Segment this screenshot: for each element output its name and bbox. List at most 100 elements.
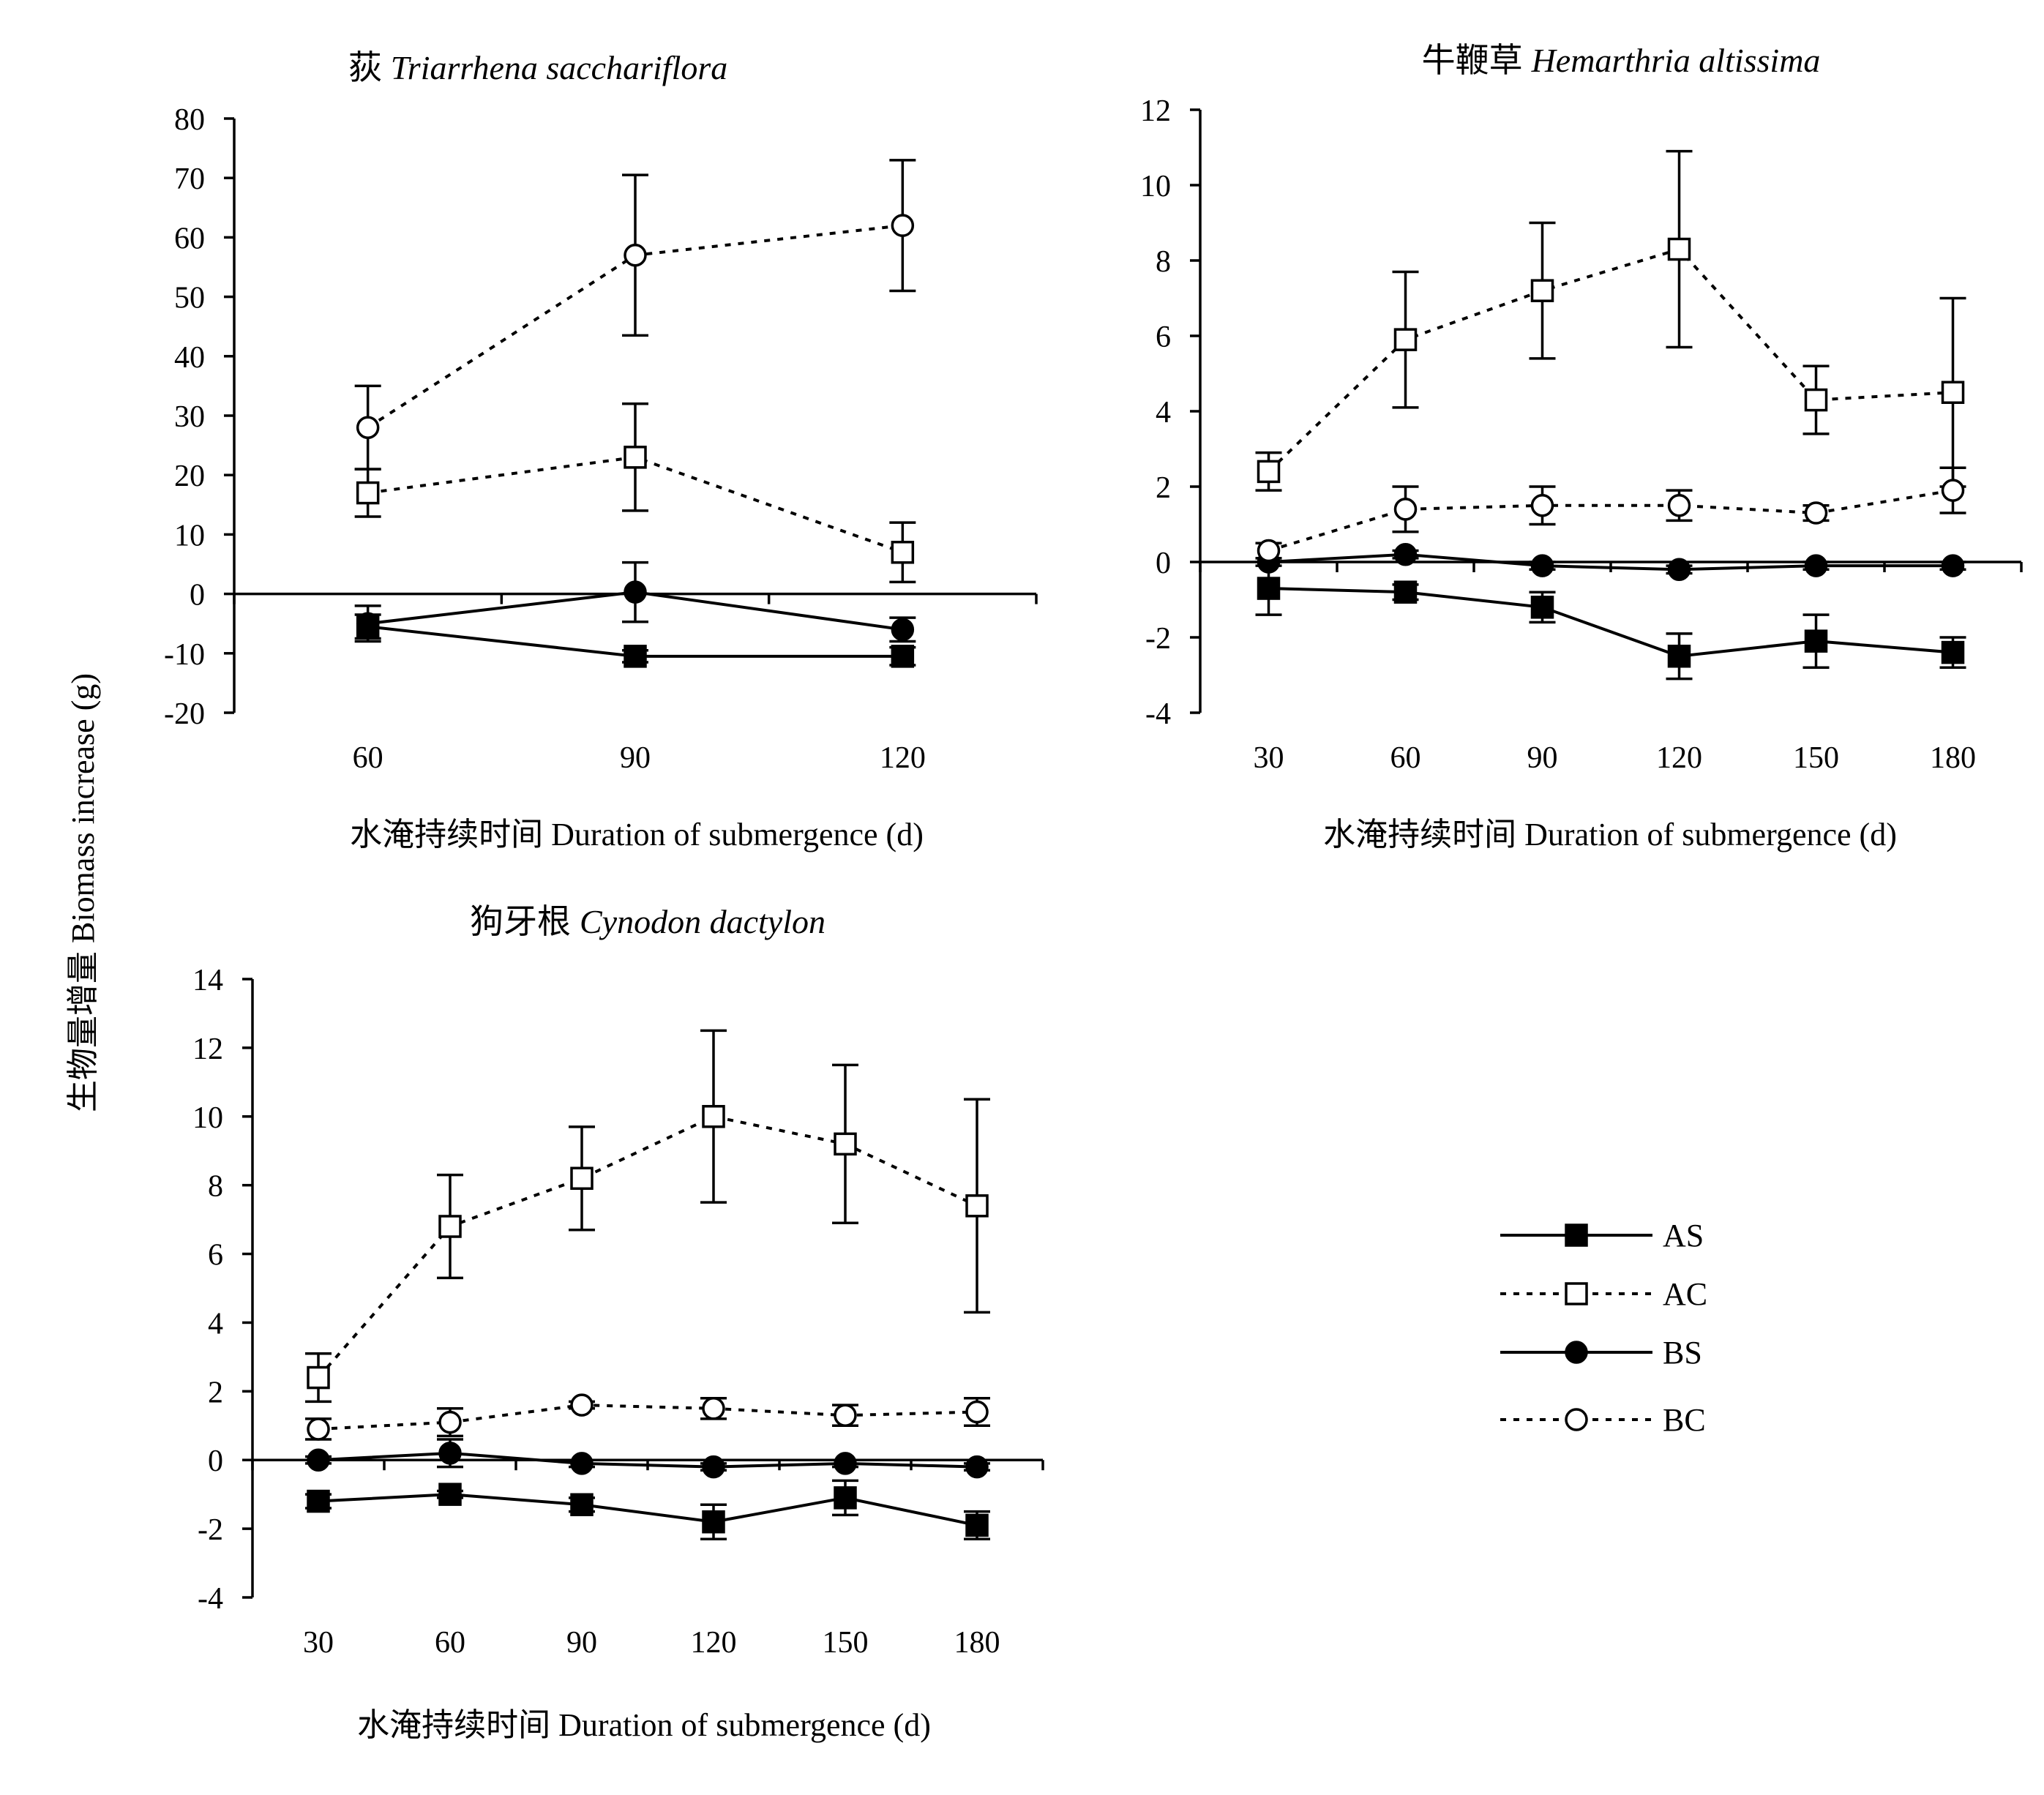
point-BC — [965, 1400, 989, 1424]
point-AC — [438, 1215, 462, 1238]
point-AC — [356, 481, 380, 505]
x-tick-label: 180 — [1930, 741, 1976, 775]
point-BS — [438, 1442, 462, 1465]
x-tick-label: 60 — [353, 741, 383, 775]
point-BS — [1530, 554, 1554, 577]
point-AC — [891, 541, 915, 564]
x-tick-label: 90 — [620, 741, 651, 775]
y-tick-label: 2 — [1156, 471, 1171, 505]
point-AC — [1941, 381, 1965, 404]
point-AS — [1804, 629, 1828, 653]
point-BS — [702, 1455, 725, 1479]
x-tick-label: 180 — [954, 1626, 1000, 1660]
x-tick-label: 150 — [823, 1626, 869, 1660]
y-tick-label: 10 — [192, 1101, 223, 1135]
point-BS — [965, 1455, 989, 1479]
point-BS — [1393, 542, 1418, 566]
legend-marker — [1565, 1282, 1588, 1305]
y-tick-label: 12 — [1140, 94, 1171, 128]
y-tick-label: 0 — [190, 579, 205, 612]
y-tick-label: 80 — [174, 103, 205, 137]
panel-title: 荻 Triarrhena sacchariflora — [348, 49, 728, 86]
point-AS — [1941, 640, 1965, 664]
x-axis-label: 水淹持续时间 Duration of submergence (d) — [350, 817, 924, 852]
point-AS — [1257, 577, 1281, 600]
point-AC — [624, 446, 647, 469]
legend-label: AS — [1663, 1218, 1704, 1253]
point-AC — [834, 1132, 857, 1156]
x-axis-label: 水淹持续时间 Duration of submergence (d) — [357, 1707, 931, 1743]
point-AS — [965, 1513, 989, 1537]
y-tick-label: 4 — [1156, 396, 1171, 430]
y-tick-label: 12 — [192, 1033, 223, 1066]
series-line-BS — [1268, 552, 1953, 572]
x-tick-label: 90 — [1527, 741, 1558, 775]
point-BC — [570, 1393, 594, 1417]
y-tick-label: -4 — [1145, 697, 1171, 731]
point-BS — [307, 1448, 330, 1472]
point-AS — [570, 1493, 594, 1516]
panel-cynodon: 狗牙根 Cynodon dactylon 水淹持续时间 Duration of s… — [192, 903, 1044, 1743]
point-BC — [356, 416, 380, 439]
legend-marker — [1565, 1408, 1588, 1431]
y-tick-label: 10 — [174, 519, 205, 552]
point-BC — [1667, 494, 1691, 517]
legend-label: AC — [1663, 1276, 1707, 1312]
y-tick-label: 8 — [1156, 245, 1171, 279]
point-BC — [702, 1397, 725, 1420]
point-BC — [1257, 539, 1281, 563]
series-AC — [354, 402, 916, 584]
legend: AS AC BS BC — [1500, 1218, 1707, 1438]
series-BS — [1255, 542, 1966, 582]
series-BS — [305, 1438, 990, 1479]
point-BC — [1941, 479, 1965, 502]
panel-hemarthria: 牛鞭草 Hemarthria altissima 水淹持续时间 Duration … — [1140, 42, 2023, 852]
y-tick-label: -20 — [164, 697, 205, 731]
x-tick-label: 90 — [566, 1626, 597, 1660]
point-AC — [1804, 388, 1828, 412]
panel-triarrhena: 荻 Triarrhena sacchariflora 水淹持续时间 Duratio… — [164, 49, 1038, 852]
point-AC — [570, 1166, 594, 1191]
series-BC — [1255, 466, 1966, 563]
point-AC — [1257, 460, 1281, 484]
point-BC — [1393, 498, 1418, 521]
title-latin: Triarrhena sacchariflora — [391, 49, 728, 86]
point-AS — [307, 1489, 330, 1513]
point-AS — [1667, 645, 1691, 668]
legend-item-AS: AS — [1500, 1218, 1704, 1253]
y-tick-label: 14 — [192, 964, 223, 997]
point-BS — [1804, 554, 1828, 577]
point-BC — [438, 1410, 462, 1434]
point-AC — [1667, 237, 1691, 261]
x-tick-label: 150 — [1793, 741, 1839, 775]
plot-area: -4 -2 0 2 4 6 8 10 12 14 30 60 90 120 150 180 — [192, 964, 1044, 1660]
point-AS — [624, 645, 647, 668]
y-tick-label: 50 — [174, 282, 205, 315]
legend-marker — [1565, 1223, 1588, 1247]
series-AC — [1255, 149, 1966, 492]
point-BS — [356, 612, 380, 635]
legend-item-BC: BC — [1500, 1402, 1706, 1438]
point-AS — [702, 1510, 725, 1534]
y-tick-label: -4 — [198, 1582, 223, 1616]
legend-item-AC: AC — [1500, 1276, 1707, 1312]
point-AS — [891, 645, 915, 668]
point-AC — [1530, 279, 1554, 302]
legend-item-BS: BS — [1500, 1335, 1702, 1371]
point-BS — [1667, 558, 1691, 582]
y-tick-label: 8 — [208, 1170, 223, 1204]
series-line-BC — [318, 1404, 978, 1431]
series-line-AS — [1268, 587, 1953, 658]
point-BC — [1530, 494, 1554, 517]
x-tick-label: 120 — [1656, 741, 1702, 775]
y-axis-label: 生物量增量 Biomass increase (g) — [65, 673, 101, 1112]
y-tick-label: 6 — [208, 1239, 223, 1273]
panel-title: 牛鞭草 Hemarthria altissima — [1422, 42, 1821, 79]
y-tick-label: 30 — [174, 400, 205, 434]
y-tick-label: 0 — [208, 1444, 223, 1478]
x-tick-label: 30 — [1254, 741, 1284, 775]
title-cn: 荻 — [348, 49, 382, 86]
title-cn: 牛鞭草 — [1422, 42, 1523, 79]
series-AC — [305, 1029, 990, 1404]
